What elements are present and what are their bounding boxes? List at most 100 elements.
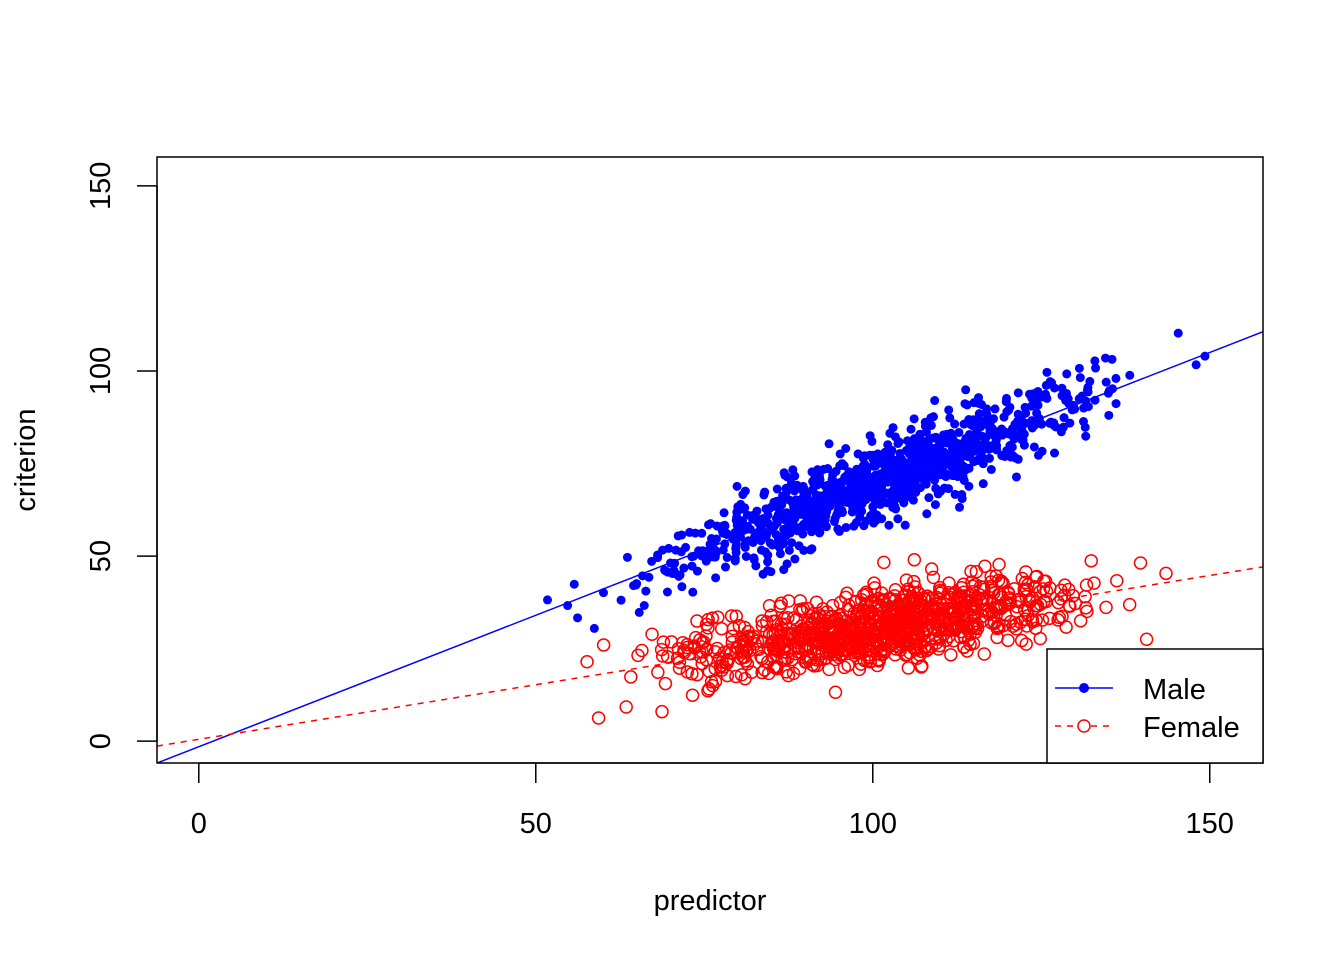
data-point-male	[924, 451, 934, 461]
data-point-female	[781, 594, 796, 608]
data-point-male	[868, 452, 878, 462]
data-point-male	[785, 528, 795, 538]
x-axis-label: predictor	[654, 885, 767, 917]
data-point-male	[984, 453, 994, 463]
data-point-female	[739, 639, 753, 653]
data-point-male	[841, 522, 851, 532]
data-point-female	[1122, 597, 1137, 612]
data-point-male	[807, 467, 817, 477]
data-point-female	[901, 661, 916, 675]
data-point-female	[957, 640, 971, 654]
data-point-female	[591, 711, 606, 725]
y-tick-label: 0	[85, 733, 117, 749]
data-point-female	[877, 555, 891, 570]
data-point-male	[1041, 380, 1051, 390]
data-point-male	[789, 520, 799, 530]
data-point-male	[909, 414, 919, 424]
data-point-male	[885, 428, 895, 438]
data-point-male	[922, 509, 932, 519]
data-point-female	[687, 641, 702, 655]
data-point-female	[849, 594, 863, 609]
data-point-male	[634, 607, 644, 617]
data-point-male	[960, 399, 970, 409]
data-point-female	[833, 595, 848, 610]
data-point-male	[765, 538, 775, 548]
data-point-female	[755, 614, 769, 628]
data-point-male	[899, 471, 909, 481]
data-point-female	[1159, 566, 1173, 581]
data-point-male	[1049, 383, 1059, 393]
data-point-female	[734, 668, 749, 682]
data-point-male	[752, 516, 762, 526]
data-point-male	[740, 486, 750, 496]
data-point-male	[984, 444, 994, 454]
data-point-female	[973, 580, 988, 594]
data-point-male	[709, 545, 719, 555]
data-point-female	[842, 636, 856, 650]
data-point-female	[1051, 595, 1066, 610]
data-point-male	[857, 506, 867, 516]
data-point-male	[1077, 391, 1087, 401]
data-point-male	[1191, 360, 1201, 370]
data-point-female	[781, 668, 796, 683]
data-point-male	[761, 515, 771, 525]
data-point-female	[688, 630, 703, 645]
data-point-male	[1062, 369, 1072, 379]
data-point-female	[658, 676, 673, 691]
data-point-male	[1090, 356, 1100, 366]
data-point-female	[1110, 574, 1124, 588]
data-point-male	[769, 497, 779, 507]
data-point-male	[788, 465, 798, 475]
data-point-female	[852, 603, 866, 617]
data-point-male	[955, 502, 965, 512]
data-point-male	[658, 545, 668, 555]
data-point-male	[1065, 418, 1075, 428]
data-point-male	[824, 439, 834, 449]
data-point-female	[911, 627, 925, 642]
data-point-male	[871, 470, 881, 480]
data-point-male	[722, 553, 732, 563]
data-point-female	[964, 564, 978, 579]
data-point-male	[711, 573, 721, 583]
data-point-female	[888, 583, 903, 597]
data-point-female	[914, 660, 929, 674]
series-male	[543, 328, 1210, 633]
data-point-male	[1029, 442, 1039, 452]
data-point-female	[900, 633, 914, 648]
data-point-female	[841, 628, 855, 643]
data-point-female	[680, 637, 694, 652]
data-point-female	[966, 636, 981, 651]
legend-female-label: Female	[1143, 712, 1240, 744]
data-point-male	[917, 452, 927, 462]
data-point-female	[740, 657, 755, 671]
data-point-female	[896, 593, 911, 608]
data-point-male	[1050, 448, 1060, 458]
data-point-female	[969, 593, 983, 608]
data-point-female	[810, 610, 824, 625]
data-point-male	[978, 459, 988, 469]
data-point-male	[814, 528, 824, 538]
data-point-male	[1032, 408, 1042, 418]
data-point-female	[774, 596, 788, 611]
data-point-female	[828, 685, 843, 700]
y-tick-label: 150	[85, 162, 117, 210]
data-point-female	[920, 643, 934, 658]
data-point-female	[924, 639, 939, 654]
data-point-female	[951, 607, 966, 622]
data-point-male	[1078, 417, 1088, 427]
data-point-female	[1042, 611, 1057, 626]
fit-lines	[157, 330, 1263, 763]
data-point-female	[651, 665, 665, 679]
data-point-male	[1013, 454, 1023, 464]
data-point-male	[977, 417, 987, 427]
data-point-male	[848, 502, 858, 512]
data-point-male	[782, 472, 792, 482]
data-point-female	[840, 586, 854, 601]
data-point-male	[718, 545, 728, 555]
data-point-male	[812, 480, 822, 490]
data-point-male	[950, 489, 960, 499]
data-point-male	[930, 500, 940, 510]
data-point-male	[569, 579, 579, 589]
data-point-male	[912, 438, 922, 448]
data-point-male	[787, 538, 797, 548]
